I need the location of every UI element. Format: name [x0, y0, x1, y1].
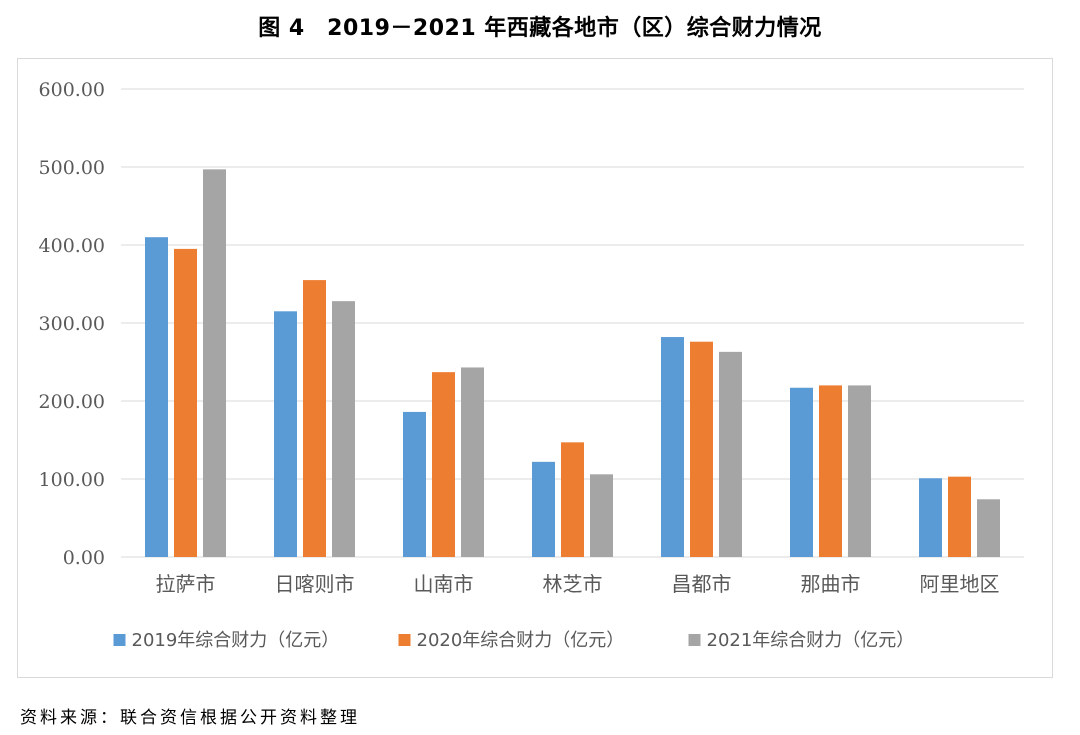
y-tick-label: 600.00 — [39, 79, 105, 101]
source-note: 资料来源：联合资信根据公开资料整理 — [20, 708, 360, 728]
x-tick-label: 山南市 — [414, 572, 474, 596]
legend-label: 2021年综合财力（亿元） — [707, 630, 915, 651]
bar — [174, 248, 197, 557]
chart-area: 0.00 100.00 200.00 300.00 400.00 500.00 600.00… — [17, 58, 1053, 678]
bar — [145, 237, 168, 557]
bar — [719, 351, 742, 557]
bar — [590, 474, 613, 557]
x-tick-label: 那曲市 — [801, 572, 861, 596]
y-tick-label: 200.00 — [39, 391, 105, 413]
chart-title: 图 4 2019－2021 年西藏各地市（区）综合财力情况 — [258, 16, 822, 41]
bar — [432, 372, 455, 557]
bar — [661, 337, 684, 557]
legend-label: 2020年综合财力（亿元） — [417, 630, 625, 651]
bar — [690, 341, 713, 557]
bar — [819, 385, 842, 557]
y-tick-label: 100.00 — [39, 469, 105, 491]
x-tick-label: 昌都市 — [672, 572, 732, 596]
bar — [848, 385, 871, 557]
bar — [561, 442, 584, 557]
bar-chart: 0.00 100.00 200.00 300.00 400.00 500.00 600.00… — [39, 79, 1024, 651]
x-tick-label: 林芝市 — [543, 572, 603, 596]
bar — [919, 478, 942, 557]
bar — [274, 311, 297, 557]
bar — [461, 367, 484, 557]
bar — [532, 461, 555, 557]
y-tick-label: 500.00 — [39, 157, 105, 179]
bar — [303, 280, 326, 557]
legend-swatch — [113, 634, 126, 646]
bar — [203, 169, 226, 557]
y-tick-label: 300.00 — [39, 313, 105, 335]
y-tick-label: 0.00 — [63, 547, 105, 569]
bar — [977, 499, 1000, 557]
x-tick-label: 拉萨市 — [156, 572, 216, 596]
legend-swatch — [688, 634, 701, 646]
bar — [403, 411, 426, 557]
x-tick-label: 日喀则市 — [275, 572, 355, 596]
legend-swatch — [398, 634, 411, 646]
legend-label: 2019年综合财力（亿元） — [132, 630, 340, 651]
x-tick-label: 阿里地区 — [920, 572, 1000, 596]
bar — [332, 301, 355, 557]
bar — [790, 387, 813, 557]
bar — [948, 476, 971, 557]
y-tick-label: 400.00 — [39, 235, 105, 257]
